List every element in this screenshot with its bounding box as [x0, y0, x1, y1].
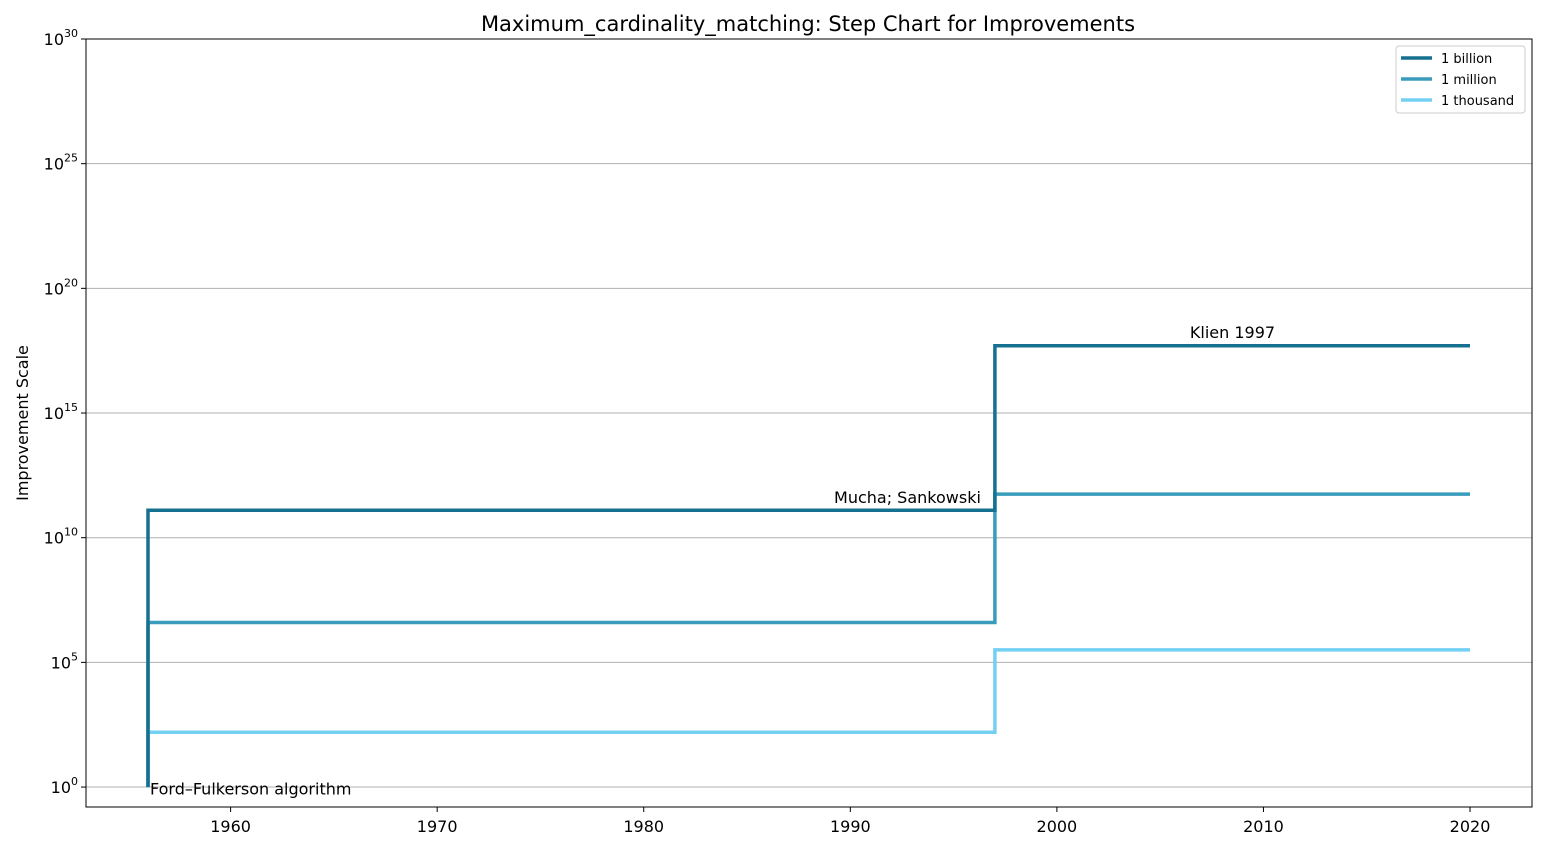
legend: 1 billion 1 million 1 thousand: [1395, 45, 1526, 114]
y-tick-label: 1025: [44, 152, 78, 174]
x-tick-label: 2010: [1243, 817, 1284, 836]
legend-label: 1 billion: [1441, 52, 1492, 67]
x-tick-label: 1990: [830, 817, 871, 836]
series-line-1-thousand: [146, 648, 1470, 788]
grid-lines: [86, 163, 1532, 788]
x-tick-label: 1970: [417, 817, 458, 836]
y-tick-label: 100: [51, 775, 78, 797]
legend-label: 1 thousand: [1441, 94, 1514, 109]
y-tick-label: 1030: [44, 27, 78, 49]
legend-box: [1395, 45, 1526, 114]
axis-ticks: 100 105 1010 1015 1020 1025 1030 1960 1970 1980 19…: [44, 27, 1491, 836]
legend-label: 1 million: [1441, 73, 1497, 88]
y-tick-label: 1020: [44, 276, 78, 298]
x-tick-label: 1980: [623, 817, 664, 836]
chart-title: Maximum_cardinality_matching: Step Chart…: [481, 12, 1135, 37]
x-tick-label: 2020: [1450, 817, 1491, 836]
x-tick-label: 2000: [1037, 817, 1078, 836]
y-tick-label: 105: [51, 650, 78, 672]
series-line-1-billion: [146, 343, 1470, 788]
series-lines: [146, 343, 1470, 788]
y-tick-label: 1015: [44, 401, 78, 423]
y-tick-label: 1010: [44, 526, 78, 548]
plot-frame: [85, 38, 1533, 808]
x-tick-label: 1960: [210, 817, 251, 836]
annotations: Ford–Fulkerson algorithm Mucha; Sankowski…: [150, 323, 1275, 798]
y-axis-label: Improvement Scale: [13, 345, 32, 501]
annotation-label: Ford–Fulkerson algorithm: [150, 780, 351, 799]
annotation-label: Klien 1997: [1190, 323, 1275, 342]
annotation-label: Mucha; Sankowski: [834, 488, 981, 507]
